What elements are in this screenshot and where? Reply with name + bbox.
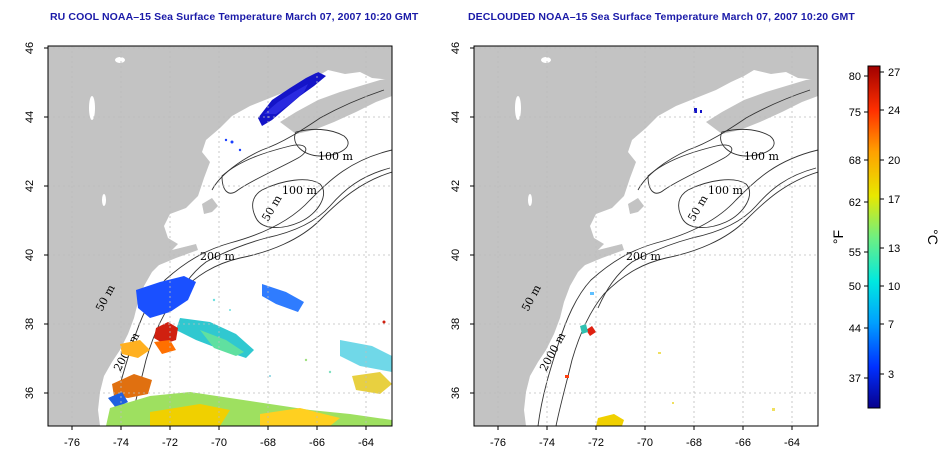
- left-nova-scotia: [280, 78, 392, 134]
- x-tick-label: -74: [539, 437, 555, 449]
- right-y-ticks: [470, 47, 474, 394]
- x-tick-label: -72: [588, 437, 604, 449]
- x-tick-label: -76: [490, 437, 506, 449]
- colorbar-left-ticks: [864, 75, 868, 379]
- left-land-mass: [48, 46, 392, 426]
- x-tick-label: -66: [735, 437, 751, 449]
- celsius-tick-label: 20: [888, 155, 900, 167]
- x-tick-label: -64: [358, 437, 374, 449]
- right-plot-frame: [473, 45, 819, 427]
- right-map-panel: 100 m 100 m 50 m 200 m 50 m 2000 m: [450, 42, 819, 449]
- fahrenheit-tick-label: 62: [849, 197, 861, 209]
- left-x-tick-labels: -76 -74 -72 -70 -68 -66 -64: [64, 437, 374, 449]
- fahrenheit-tick-labels: 80 75 68 62 55 50 44 37: [849, 71, 861, 385]
- colorbar-right-ticks: [880, 71, 884, 375]
- celsius-tick-labels: 27 24 20 17 13 10 7 3: [888, 67, 900, 381]
- left-sst-pixels: [106, 72, 392, 426]
- x-tick-label: -70: [211, 437, 227, 449]
- left-long-island: [150, 244, 198, 268]
- left-x-ticks: [71, 426, 367, 430]
- celsius-tick-label: 27: [888, 67, 900, 79]
- contour-label: 200 m: [200, 250, 235, 263]
- colorbar-gradient: [867, 65, 881, 409]
- y-tick-label: 44: [24, 111, 36, 123]
- y-tick-label: 42: [24, 180, 36, 192]
- contour-label: 100 m: [708, 184, 743, 197]
- x-tick-label: -72: [162, 437, 178, 449]
- right-sst-pixels: [565, 108, 775, 426]
- celsius-axis-label: °C: [925, 229, 941, 245]
- left-grid-lines: [48, 46, 392, 426]
- left-y-ticks: [44, 47, 48, 394]
- y-tick-label: 46: [24, 42, 36, 54]
- fahrenheit-tick-label: 80: [849, 71, 861, 83]
- right-grid-lines: [474, 46, 818, 426]
- y-tick-label: 36: [450, 387, 462, 399]
- contour-label: 100 m: [318, 150, 353, 163]
- right-x-tick-labels: -76 -74 -72 -70 -68 -66 -64: [490, 437, 800, 449]
- right-contour-labels: 100 m 100 m 50 m 200 m 50 m 2000 m: [519, 150, 779, 373]
- celsius-tick-label: 3: [888, 369, 894, 381]
- left-plot-frame: [47, 45, 393, 427]
- left-panel-title: RU COOL NOAA–15 Sea Surface Temperature …: [50, 11, 419, 23]
- celsius-tick-label: 17: [888, 194, 900, 206]
- x-tick-label: -74: [113, 437, 129, 449]
- y-tick-label: 40: [24, 249, 36, 261]
- x-tick-label: -64: [784, 437, 800, 449]
- x-tick-label: -68: [686, 437, 702, 449]
- fahrenheit-tick-label: 55: [849, 247, 861, 259]
- contour-label: 100 m: [282, 184, 317, 197]
- x-tick-label: -76: [64, 437, 80, 449]
- colorbar: 80 75 68 62 55 50 44 37 27 24 20 17 13 1…: [830, 65, 941, 409]
- right-cape-cod: [628, 198, 644, 214]
- fahrenheit-tick-label: 44: [849, 323, 861, 335]
- y-tick-label: 38: [24, 318, 36, 330]
- x-tick-label: -68: [260, 437, 276, 449]
- fahrenheit-axis-label: °F: [830, 230, 846, 244]
- contour-label: 200 m: [626, 250, 661, 263]
- x-tick-label: -70: [637, 437, 653, 449]
- right-nova-scotia: [706, 78, 818, 134]
- fahrenheit-tick-label: 68: [849, 155, 861, 167]
- celsius-tick-label: 13: [888, 243, 900, 255]
- fahrenheit-tick-label: 75: [849, 107, 861, 119]
- fahrenheit-tick-label: 50: [849, 281, 861, 293]
- y-tick-label: 40: [450, 249, 462, 261]
- y-tick-label: 38: [450, 318, 462, 330]
- right-land-mass: [474, 46, 818, 426]
- celsius-tick-label: 24: [888, 105, 900, 117]
- fahrenheit-tick-label: 37: [849, 373, 861, 385]
- right-y-tick-labels: 46 44 42 40 38 36: [450, 42, 462, 399]
- right-panel-title: DECLOUDED NOAA–15 Sea Surface Temperatur…: [468, 11, 855, 23]
- y-tick-label: 42: [450, 180, 462, 192]
- left-map-panel: 100 m 100 m 50 m 200 m 50 m 2000 m: [24, 42, 393, 449]
- x-tick-label: -66: [309, 437, 325, 449]
- left-lakes: [89, 57, 125, 206]
- right-lakes: [515, 57, 551, 206]
- y-tick-label: 44: [450, 111, 462, 123]
- celsius-tick-label: 10: [888, 281, 900, 293]
- right-long-island: [576, 244, 624, 268]
- contour-label: 100 m: [744, 150, 779, 163]
- y-tick-label: 36: [24, 387, 36, 399]
- y-tick-label: 46: [450, 42, 462, 54]
- left-cape-cod: [202, 198, 218, 214]
- celsius-tick-label: 7: [888, 319, 894, 331]
- right-x-ticks: [497, 426, 793, 430]
- left-y-tick-labels: 46 44 42 40 38 36: [24, 42, 36, 399]
